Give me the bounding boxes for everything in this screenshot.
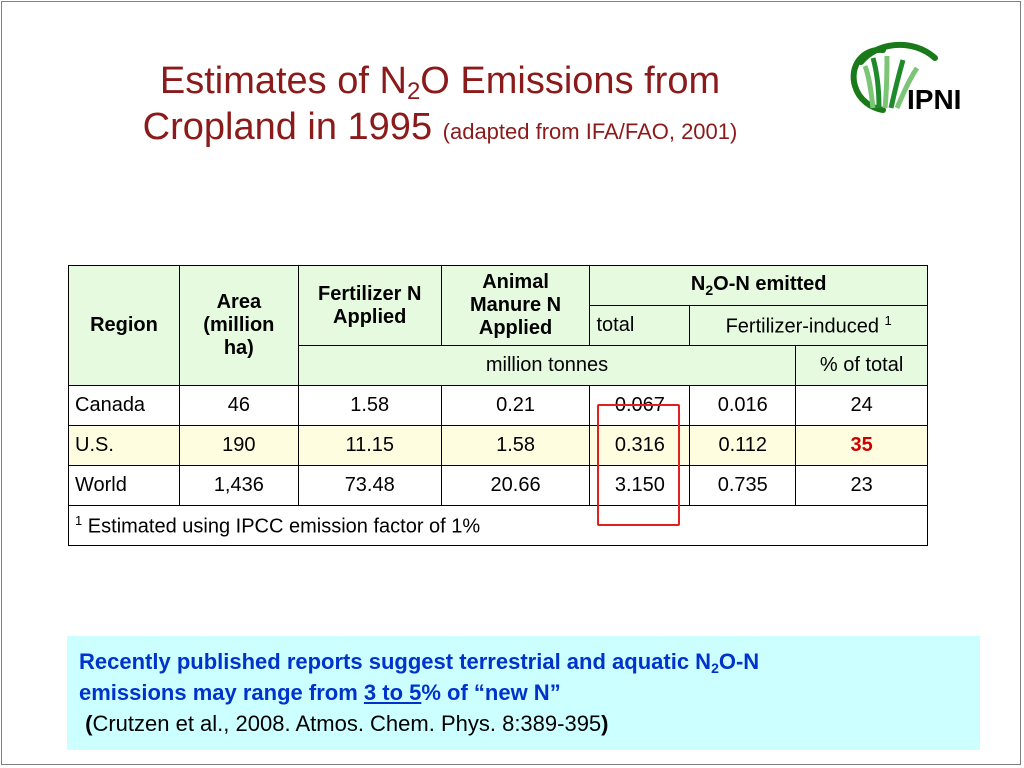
note-range: 3 to 5 bbox=[363, 680, 422, 705]
cell-fertilizer: 1.58 bbox=[297, 385, 442, 426]
ipni-logo: IPNI bbox=[843, 28, 993, 118]
note-line2-pre: emissions may range from bbox=[79, 680, 364, 705]
emissions-table: Region Area (million ha) Fertilizer N Ap… bbox=[68, 265, 928, 546]
header-units-million: million tonnes bbox=[297, 345, 797, 386]
title-source-note: (adapted from IFA/FAO, 2001) bbox=[442, 119, 738, 144]
header-manure: Animal Manure N Applied bbox=[440, 265, 591, 346]
title-line1-post: O Emissions from bbox=[420, 60, 721, 102]
cell-fert-induced: 0.016 bbox=[689, 385, 797, 426]
title-subscript: 2 bbox=[406, 78, 421, 105]
header-region: Region bbox=[68, 265, 180, 386]
cell-region: U.S. bbox=[68, 425, 180, 466]
header-fert-induced-sup: 1 bbox=[884, 312, 892, 328]
total-column-highlight bbox=[597, 404, 680, 526]
cell-fert-induced: 0.112 bbox=[689, 425, 797, 466]
title-line1-pre: Estimates of N bbox=[159, 60, 407, 102]
cell-pct: 24 bbox=[795, 385, 928, 426]
header-emitted: N2O-N emitted bbox=[589, 265, 928, 306]
cell-total: 3.150 bbox=[589, 465, 691, 506]
header-emitted-sub: 2 bbox=[705, 282, 714, 298]
note-line1-post: O-N bbox=[718, 649, 760, 674]
header-emitted-post: O-N emitted bbox=[713, 273, 827, 295]
header-fert-induced-label: Fertilizer-induced bbox=[725, 315, 879, 338]
note-line2-post: % of “new N” bbox=[421, 680, 561, 705]
callout-note: Recently published reports suggest terre… bbox=[67, 636, 980, 750]
cell-manure: 0.21 bbox=[440, 385, 591, 426]
table-row: Canada 46 1.58 0.21 0.067 0.016 24 bbox=[68, 385, 928, 426]
ipni-logo-icon bbox=[850, 42, 938, 113]
cell-area: 190 bbox=[178, 425, 299, 466]
cell-fertilizer: 11.15 bbox=[297, 425, 442, 466]
footnote-sup: 1 bbox=[75, 512, 83, 528]
table-row: U.S. 190 11.15 1.58 0.316 0.112 35 bbox=[68, 425, 928, 466]
header-units-pct: % of total bbox=[795, 345, 928, 386]
cell-pct-highlighted: 35 bbox=[795, 425, 928, 466]
cell-manure: 20.66 bbox=[440, 465, 591, 506]
cell-fertilizer: 73.48 bbox=[297, 465, 442, 506]
logo-text: IPNI bbox=[907, 84, 962, 115]
header-fert-induced: Fertilizer-induced 1 bbox=[689, 305, 928, 346]
table-footnote: 1 Estimated using IPCC emission factor o… bbox=[68, 505, 928, 546]
cell-area: 46 bbox=[178, 385, 299, 426]
cell-total: 0.316 bbox=[589, 425, 691, 466]
note-line2: emissions may range from 3 to 5% of “new… bbox=[79, 680, 561, 705]
cell-region: Canada bbox=[68, 385, 180, 426]
note-line1-sub: 2 bbox=[711, 660, 719, 676]
citation: Crutzen et al., 2008. Atmos. Chem. Phys.… bbox=[92, 711, 602, 736]
header-fertilizer: Fertilizer N Applied bbox=[297, 265, 442, 346]
title-line2: Cropland in 1995 bbox=[142, 106, 433, 148]
note-line1-pre: Recently published reports suggest terre… bbox=[79, 649, 712, 674]
note-line1: Recently published reports suggest terre… bbox=[79, 649, 760, 676]
citation-open: ( bbox=[85, 711, 93, 736]
footnote-text: Estimated using IPCC emission factor of … bbox=[87, 515, 481, 538]
cell-region: World bbox=[68, 465, 180, 506]
header-total: total bbox=[589, 305, 691, 346]
cell-manure: 1.58 bbox=[440, 425, 591, 466]
slide-title: Estimates of N2O Emissions from Cropland… bbox=[50, 58, 830, 155]
cell-area: 1,436 bbox=[178, 465, 299, 506]
table-row: World 1,436 73.48 20.66 3.150 0.735 23 bbox=[68, 465, 928, 506]
cell-fert-induced: 0.735 bbox=[689, 465, 797, 506]
header-emitted-pre: N bbox=[690, 273, 706, 295]
header-area: Area (million ha) bbox=[178, 265, 299, 386]
citation-close: ) bbox=[601, 711, 609, 736]
cell-pct: 23 bbox=[795, 465, 928, 506]
